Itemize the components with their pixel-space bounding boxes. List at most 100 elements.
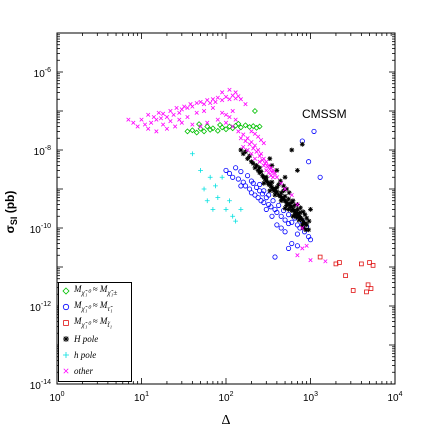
data-point-s3-80 bbox=[267, 156, 273, 162]
data-point-s0-2 bbox=[193, 129, 200, 136]
data-point-s5-23 bbox=[198, 99, 203, 105]
x-tick-label-0: 100 bbox=[49, 391, 64, 404]
data-point-s4-9 bbox=[215, 195, 221, 201]
data-point-s1-6 bbox=[240, 179, 246, 185]
data-point-s0-20 bbox=[251, 108, 258, 114]
data-point-s5-101 bbox=[227, 114, 232, 120]
data-point-s5-75 bbox=[260, 158, 265, 163]
data-point-s3-89 bbox=[286, 190, 292, 196]
data-point-s1-43 bbox=[263, 206, 269, 212]
data-point-s0-4 bbox=[201, 128, 208, 135]
data-point-s3-84 bbox=[282, 174, 288, 180]
axis-ticks: 100 101 102 103 104 10-14 10-12 10-10 10-8 10-6 bbox=[30, 32, 403, 404]
data-point-s5-29 bbox=[215, 95, 220, 100]
data-point-s1-14 bbox=[255, 195, 261, 201]
data-point-s5-48 bbox=[223, 120, 229, 125]
data-point-s5-107 bbox=[177, 117, 182, 122]
x-tick-label-2: 102 bbox=[218, 391, 233, 404]
data-point-s4-7 bbox=[233, 218, 239, 224]
data-point-s3-75 bbox=[299, 222, 305, 228]
data-point-s3-62 bbox=[289, 208, 295, 213]
data-point-s1-26 bbox=[278, 213, 284, 219]
data-point-s1-0 bbox=[223, 167, 229, 173]
data-point-s3-9 bbox=[255, 167, 261, 173]
data-point-s3-58 bbox=[295, 206, 300, 212]
legend-entry-2: Mχ̃₁⁰ ≈ Mt̃₁ bbox=[59, 315, 131, 331]
data-marks bbox=[126, 87, 376, 295]
legend-marker-shape-1 bbox=[62, 303, 70, 311]
data-point-s5-103 bbox=[210, 105, 215, 110]
data-point-s3-3 bbox=[245, 156, 250, 162]
data-point-s5-113 bbox=[279, 181, 284, 186]
data-point-s5-49 bbox=[230, 124, 235, 129]
data-point-s1-30 bbox=[289, 219, 295, 225]
y-tick-label-3: 10-8 bbox=[34, 145, 51, 158]
data-point-s5-47 bbox=[146, 126, 151, 131]
legend-entry-4: h pole bbox=[59, 347, 131, 363]
annotation-cmssm: CMSSM bbox=[302, 107, 347, 121]
data-point-s5-83 bbox=[252, 156, 258, 161]
data-point-s3-7 bbox=[252, 165, 258, 171]
data-point-s2-8 bbox=[365, 282, 371, 288]
data-point-s1-46 bbox=[294, 231, 300, 237]
data-point-s1-40 bbox=[282, 229, 288, 235]
data-point-s0-23 bbox=[235, 120, 242, 127]
data-point-s2-6 bbox=[367, 260, 372, 265]
data-point-s5-18 bbox=[182, 104, 187, 109]
data-point-s5-16 bbox=[177, 110, 182, 115]
data-point-s5-112 bbox=[295, 202, 300, 207]
data-point-s3-87 bbox=[281, 183, 286, 189]
data-point-s3-54 bbox=[274, 184, 280, 190]
data-point-s3-68 bbox=[293, 214, 299, 220]
data-point-s0-14 bbox=[237, 124, 244, 131]
legend-marker-3 bbox=[63, 336, 69, 342]
data-point-s5-21 bbox=[190, 104, 195, 109]
data-point-s1-29 bbox=[286, 212, 292, 218]
data-point-s5-104 bbox=[201, 108, 207, 114]
data-point-s5-8 bbox=[154, 117, 159, 122]
data-point-s5-80 bbox=[241, 144, 246, 149]
data-point-s3-8 bbox=[254, 163, 259, 168]
data-point-s5-36 bbox=[238, 97, 243, 102]
data-point-s5-94 bbox=[323, 259, 328, 264]
data-point-s1-8 bbox=[245, 173, 251, 179]
legend-marker-2 bbox=[63, 320, 69, 326]
x-tick-label-3: 103 bbox=[303, 391, 318, 404]
data-point-s1-22 bbox=[270, 198, 276, 204]
data-point-s1-42 bbox=[269, 213, 275, 219]
data-point-s0-12 bbox=[229, 125, 236, 132]
legend: Mχ̃₁⁰ ≈ Mχ̃₁± Mχ̃₁⁰ ≈ Mτ̃₁ Mχ̃₁⁰ ≈ Mt̃₁ H p… bbox=[58, 282, 132, 382]
data-point-s1-13 bbox=[254, 184, 260, 190]
data-point-s3-78 bbox=[274, 167, 280, 173]
legend-marker-shape-5 bbox=[63, 368, 69, 374]
legend-marker-0 bbox=[62, 287, 70, 295]
legend-entry-3: H pole bbox=[59, 331, 131, 347]
legend-label-0: Mχ̃₁⁰ ≈ Mχ̃₁± bbox=[74, 284, 118, 297]
data-point-s3-42 bbox=[297, 213, 302, 219]
legend-label-5: other bbox=[74, 366, 93, 376]
data-point-s5-14 bbox=[171, 112, 176, 117]
data-point-s3-0 bbox=[238, 147, 244, 153]
data-point-s3-61 bbox=[284, 202, 289, 208]
legend-entry-5: other bbox=[59, 363, 131, 379]
data-point-s5-39 bbox=[215, 117, 220, 122]
data-point-s1-12 bbox=[252, 192, 258, 198]
data-point-s4-3 bbox=[204, 198, 210, 204]
data-point-s1-54 bbox=[238, 183, 244, 189]
data-point-s0-7 bbox=[209, 125, 216, 132]
legend-entry-1: Mχ̃₁⁰ ≈ Mτ̃₁ bbox=[59, 299, 131, 315]
data-point-s4-2 bbox=[201, 186, 207, 192]
data-point-s3-72 bbox=[282, 205, 288, 211]
data-point-s5-12 bbox=[164, 114, 170, 120]
data-point-s5-56 bbox=[258, 151, 264, 156]
data-point-s5-90 bbox=[295, 253, 300, 258]
data-point-s5-70 bbox=[243, 138, 248, 144]
data-point-s5-111 bbox=[289, 192, 294, 198]
data-point-s2-5 bbox=[359, 261, 364, 267]
data-point-s4-0 bbox=[189, 151, 195, 157]
data-point-s3-57 bbox=[257, 165, 263, 171]
data-point-s5-31 bbox=[223, 94, 229, 99]
legend-label-3: H pole bbox=[74, 334, 99, 344]
data-point-s5-32 bbox=[227, 97, 232, 102]
data-point-s0-11 bbox=[226, 123, 233, 130]
